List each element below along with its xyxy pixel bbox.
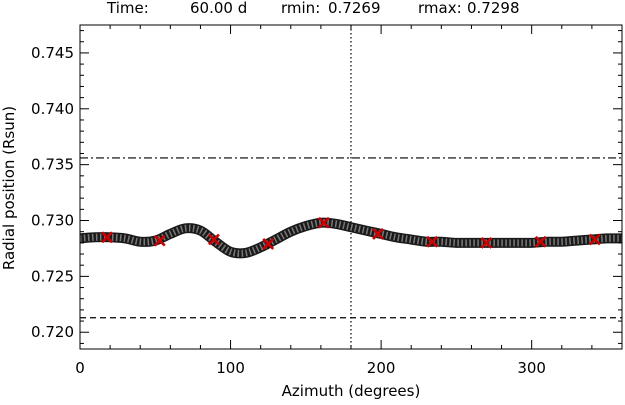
- x-tick-label: 0: [75, 359, 85, 377]
- marker-x: [588, 233, 601, 246]
- marker-x-stroke-b: [534, 235, 547, 248]
- marker-x: [426, 235, 439, 248]
- marker-x: [372, 228, 385, 240]
- x-tick-label: 200: [367, 359, 396, 377]
- x-tick-label: 100: [216, 359, 245, 377]
- header-readout: Time: 60.00 d rmin: 0.7269 rmax: 0.7298: [106, 0, 520, 17]
- marker-x: [480, 236, 493, 249]
- marker-x-stroke-b: [153, 234, 166, 247]
- marker-x: [101, 231, 114, 244]
- rmax-value: 0.7298: [467, 0, 520, 17]
- marker-layer: [101, 216, 601, 250]
- marker-x-stroke-b: [101, 231, 114, 244]
- reference-lines: [80, 25, 622, 349]
- x-ticks: 0 100 200 300: [75, 25, 623, 377]
- rmin-label: rmin:: [281, 0, 320, 17]
- curve-layer: [79, 217, 623, 259]
- y-tick-label: 0.740: [31, 100, 74, 118]
- time-label: Time:: [106, 0, 149, 17]
- y-tick-label: 0.745: [31, 44, 74, 62]
- marker-x-stroke-b: [372, 228, 385, 240]
- y-tick-label: 0.735: [31, 156, 74, 174]
- x-tick-label: 300: [517, 359, 546, 377]
- marker-x-stroke-b: [480, 236, 493, 249]
- y-tick-label: 0.725: [31, 267, 74, 285]
- marker-x: [208, 233, 220, 246]
- marker-x: [262, 238, 275, 250]
- marker-x: [317, 216, 330, 229]
- marker-x-stroke-b: [426, 235, 439, 248]
- y-ticks: 0.720 0.725 0.730 0.735 0.740 0.745: [31, 30, 622, 344]
- time-value: 60.00 d: [190, 0, 247, 17]
- y-tick-label: 0.720: [31, 323, 74, 341]
- y-axis-title: Radial position (Rsun): [0, 106, 18, 270]
- marker-x-stroke-b: [588, 233, 601, 246]
- x-axis-title: Azimuth (degrees): [282, 382, 421, 400]
- curve-texture: [79, 219, 623, 257]
- marker-x-stroke-b: [317, 216, 330, 229]
- marker-x: [153, 234, 166, 247]
- marker-x-stroke-b: [208, 233, 220, 246]
- marker-x: [534, 235, 547, 248]
- marker-x-stroke-b: [262, 238, 275, 250]
- rmin-value: 0.7269: [328, 0, 381, 17]
- rmax-label: rmax:: [418, 0, 462, 17]
- y-tick-label: 0.730: [31, 212, 74, 230]
